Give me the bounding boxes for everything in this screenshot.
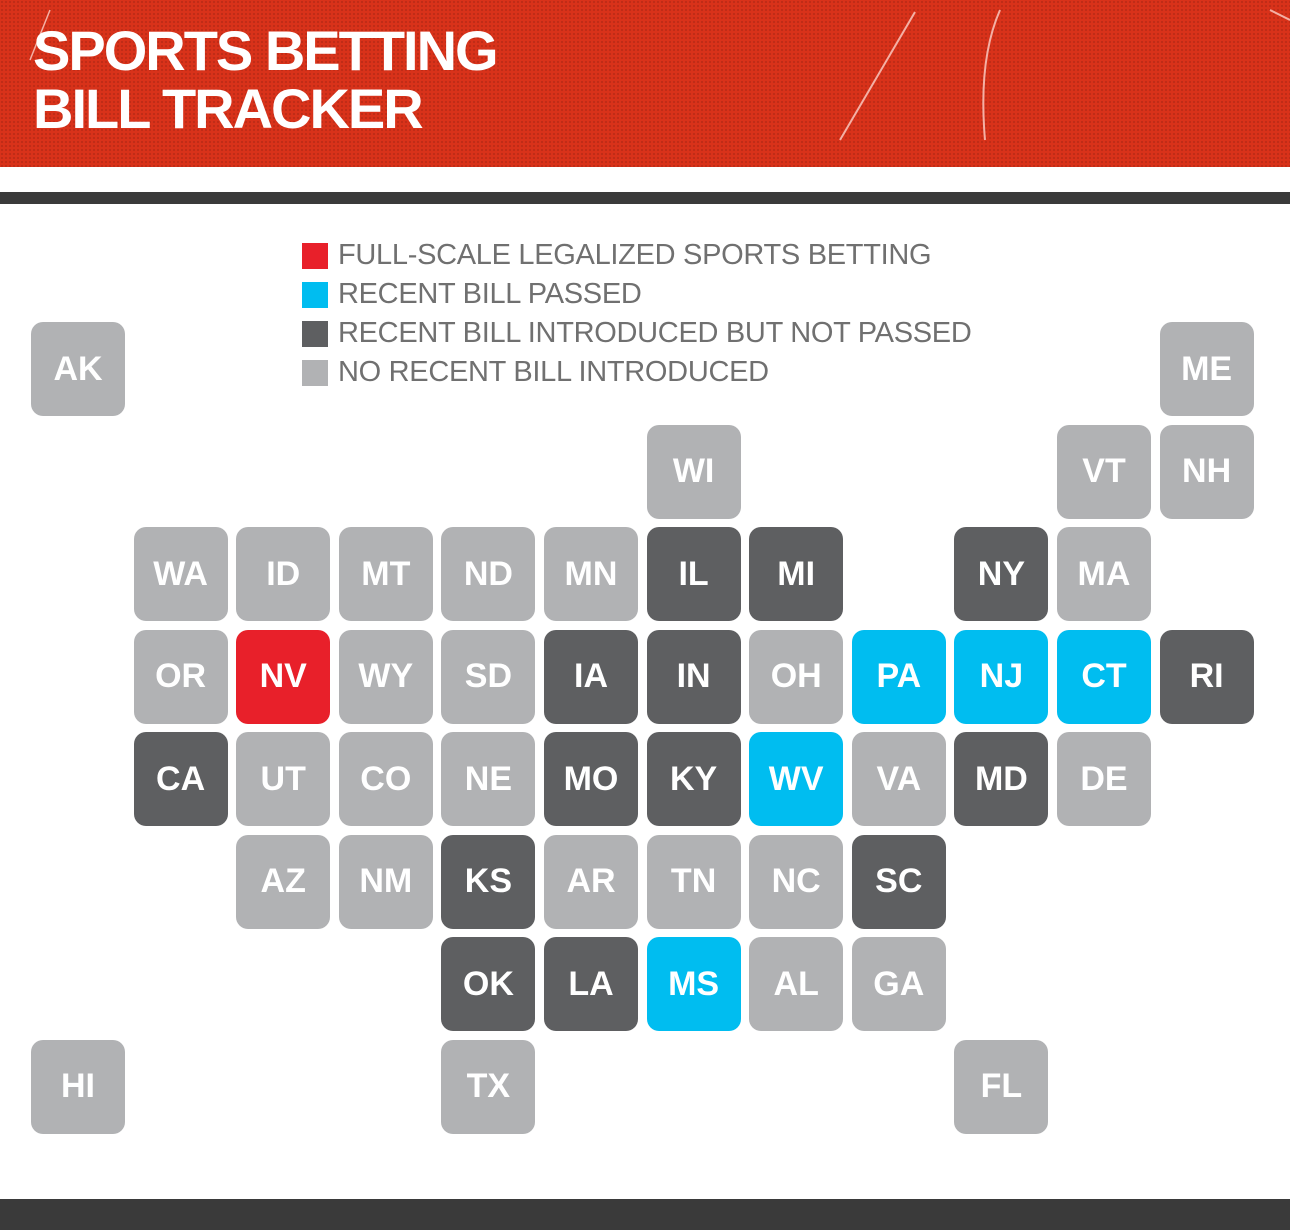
state-tile-md: MD: [954, 732, 1049, 826]
state-tile-va: VA: [851, 732, 946, 826]
state-tile-fl: FL: [954, 1039, 1049, 1134]
state-tile-ma: MA: [1057, 527, 1151, 621]
state-tile-ut: UT: [236, 732, 331, 826]
state-tile-nm: NM: [338, 834, 433, 929]
decorative-lines: [29, 9, 1290, 141]
state-tile-mo: MO: [544, 732, 638, 826]
state-tile-in: IN: [646, 629, 741, 724]
state-tile-ok: OK: [441, 937, 536, 1031]
legend: FULL-SCALE LEGALIZED SPORTS BETTING RECE…: [302, 236, 972, 392]
legend-item-passed: RECENT BILL PASSED: [302, 275, 971, 314]
state-tile-la: LA: [544, 937, 638, 1031]
legend-swatch: [302, 320, 328, 347]
state-tile-ar: AR: [544, 834, 638, 929]
state-tile-tn: TN: [646, 834, 741, 929]
state-tile-vt: VT: [1057, 424, 1151, 519]
divider-top: [0, 192, 1290, 204]
state-tile-pa: PA: [851, 629, 946, 724]
state-tile-ks: KS: [441, 834, 536, 929]
state-tile-id: ID: [236, 527, 331, 621]
state-tile-ia: IA: [544, 629, 638, 724]
state-tile-wy: WY: [338, 629, 433, 724]
state-tile-de: DE: [1057, 732, 1151, 826]
header-banner: SPORTS BETTING BILL TRACKER: [0, 0, 1290, 167]
divider-bottom: [0, 1199, 1290, 1230]
state-tile-wa: WA: [133, 527, 228, 621]
state-tile-ca: CA: [133, 732, 228, 826]
state-tile-mn: MN: [544, 527, 638, 621]
title-line-1: SPORTS BETTING: [33, 19, 499, 82]
state-tile-or: OR: [133, 629, 228, 724]
legend-label: NO RECENT BILL INTRODUCED: [338, 356, 769, 388]
state-tile-ga: GA: [851, 937, 946, 1031]
state-tile-co: CO: [338, 732, 433, 826]
state-tile-ct: CT: [1057, 629, 1151, 724]
state-tile-oh: OH: [749, 629, 844, 724]
state-tile-tx: TX: [441, 1039, 536, 1134]
state-tile-ne: NE: [441, 732, 536, 826]
state-tile-sc: SC: [851, 834, 946, 929]
state-tile-wv: WV: [749, 732, 844, 826]
state-tile-ms: MS: [646, 937, 741, 1031]
state-tile-ky: KY: [646, 732, 741, 826]
state-tile-mt: MT: [338, 527, 433, 621]
page-title: SPORTS BETTING BILL TRACKER: [33, 19, 499, 140]
legend-item-none: NO RECENT BILL INTRODUCED: [302, 353, 971, 392]
state-tile-nc: NC: [749, 834, 844, 929]
state-tile-nj: NJ: [954, 629, 1049, 724]
legend-swatch: [302, 281, 328, 308]
title-line-2: BILL TRACKER: [33, 77, 424, 140]
state-tile-ri: RI: [1159, 629, 1254, 724]
legend-label: RECENT BILL PASSED: [338, 278, 642, 310]
state-tile-az: AZ: [236, 834, 331, 929]
legend-label: FULL-SCALE LEGALIZED SPORTS BETTING: [338, 239, 932, 271]
state-tile-hi: HI: [31, 1039, 125, 1134]
state-tile-nd: ND: [441, 527, 536, 621]
legend-label: RECENT BILL INTRODUCED BUT NOT PASSED: [338, 317, 972, 349]
state-tile-mi: MI: [749, 527, 844, 621]
legend-item-legal: FULL-SCALE LEGALIZED SPORTS BETTING: [302, 236, 971, 275]
state-tile-ny: NY: [954, 527, 1049, 621]
legend-item-introduced: RECENT BILL INTRODUCED BUT NOT PASSED: [302, 314, 972, 353]
state-tile-il: IL: [646, 527, 741, 621]
legend-swatch: [302, 359, 328, 386]
state-tile-me: ME: [1159, 322, 1254, 416]
state-tile-wi: WI: [646, 424, 741, 519]
state-tile-nh: NH: [1159, 424, 1254, 519]
state-tile-nv: NV: [236, 629, 331, 724]
state-tile-ak: AK: [31, 322, 125, 416]
legend-swatch: [302, 242, 328, 269]
state-tile-sd: SD: [441, 629, 536, 724]
state-tile-al: AL: [749, 937, 844, 1031]
